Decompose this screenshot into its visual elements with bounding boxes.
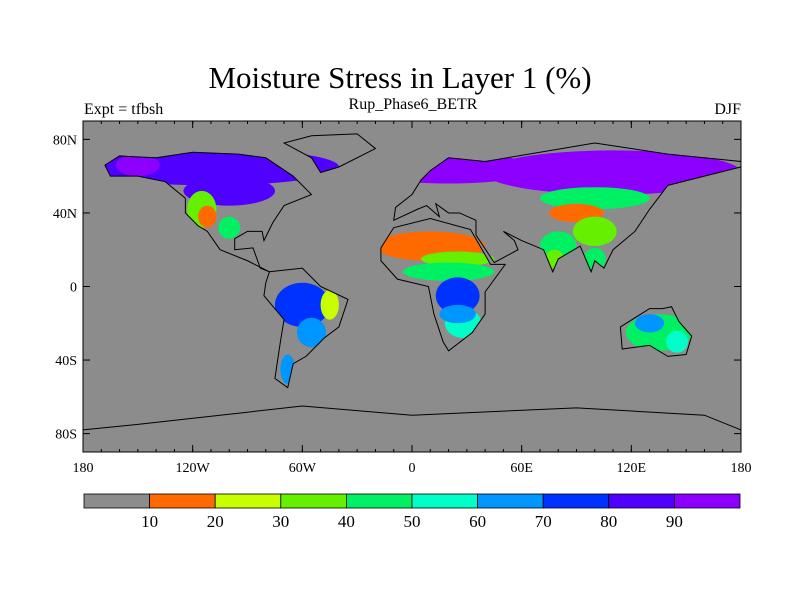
coastline-north-america <box>104 151 313 273</box>
colorbar-label: 60 <box>469 512 486 531</box>
colorbar-label: 10 <box>141 512 158 531</box>
colorbar-label: 50 <box>404 512 421 531</box>
experiment-label: Expt = tfbsh <box>84 101 164 118</box>
field-patch-25 <box>634 314 665 333</box>
x-tick-label: 180 <box>731 461 752 476</box>
colorbar-box-4 <box>345 493 413 509</box>
field-patch-14 <box>435 277 480 315</box>
colorbar-box-8 <box>608 493 675 509</box>
coastline-greenland <box>282 133 377 174</box>
field-patch-13 <box>402 262 495 281</box>
colorbar-label: 30 <box>272 512 289 531</box>
coastline-eurasia <box>393 142 742 274</box>
y-tick-label: 80S <box>55 428 77 443</box>
coastline-africa <box>380 217 507 352</box>
field-patch-26 <box>666 330 689 353</box>
field-patch-8 <box>539 187 650 210</box>
coastline-australia <box>619 306 693 357</box>
colorbar-box-2 <box>214 493 282 509</box>
colorbar-box-1 <box>149 493 216 509</box>
field-patch-17 <box>274 282 330 327</box>
y-tick-label: 40N <box>53 207 77 222</box>
field-patch-16 <box>439 304 476 324</box>
colorbar-box-0 <box>83 493 150 509</box>
x-tick-label: 180 <box>73 461 94 476</box>
colorbar-box-3 <box>280 493 347 509</box>
colorbar-box-6 <box>477 493 544 509</box>
colorbar-label: 70 <box>535 512 552 531</box>
field-patch-5 <box>218 216 241 239</box>
x-tick-label: 120W <box>176 461 211 476</box>
y-tick-label: 0 <box>70 281 77 296</box>
colorbar-label: 90 <box>666 512 683 531</box>
colorbar-label: 20 <box>207 512 224 531</box>
chart-title: Moisture Stress in Layer 1 (%) <box>208 60 592 95</box>
coastline-south-america <box>263 267 349 389</box>
model-label: Rup_Phase6_BETR <box>348 96 478 113</box>
x-tick-label: 60W <box>289 461 317 476</box>
field-patch-4 <box>198 205 217 228</box>
moisture-field <box>83 148 741 384</box>
colorbar-box-9 <box>674 493 741 509</box>
y-tick-label: 40S <box>55 354 77 369</box>
colorbar-label: 40 <box>338 512 355 531</box>
x-tick-label: 0 <box>409 461 416 476</box>
field-patch-19 <box>320 290 339 320</box>
y-tick-label: 80N <box>53 133 77 148</box>
field-patch-10 <box>572 216 617 247</box>
field-patch-23 <box>583 247 606 270</box>
x-tick-label: 60E <box>510 461 533 476</box>
x-tick-label: 120E <box>617 461 647 476</box>
field-patch-2 <box>115 154 160 177</box>
field-patch-12 <box>421 251 495 267</box>
season-label: DJF <box>714 101 741 118</box>
colorbar-box-7 <box>542 493 610 509</box>
colorbar-label: 80 <box>600 512 617 531</box>
field-patch-18 <box>296 317 327 348</box>
colorbar-box-5 <box>411 493 478 509</box>
